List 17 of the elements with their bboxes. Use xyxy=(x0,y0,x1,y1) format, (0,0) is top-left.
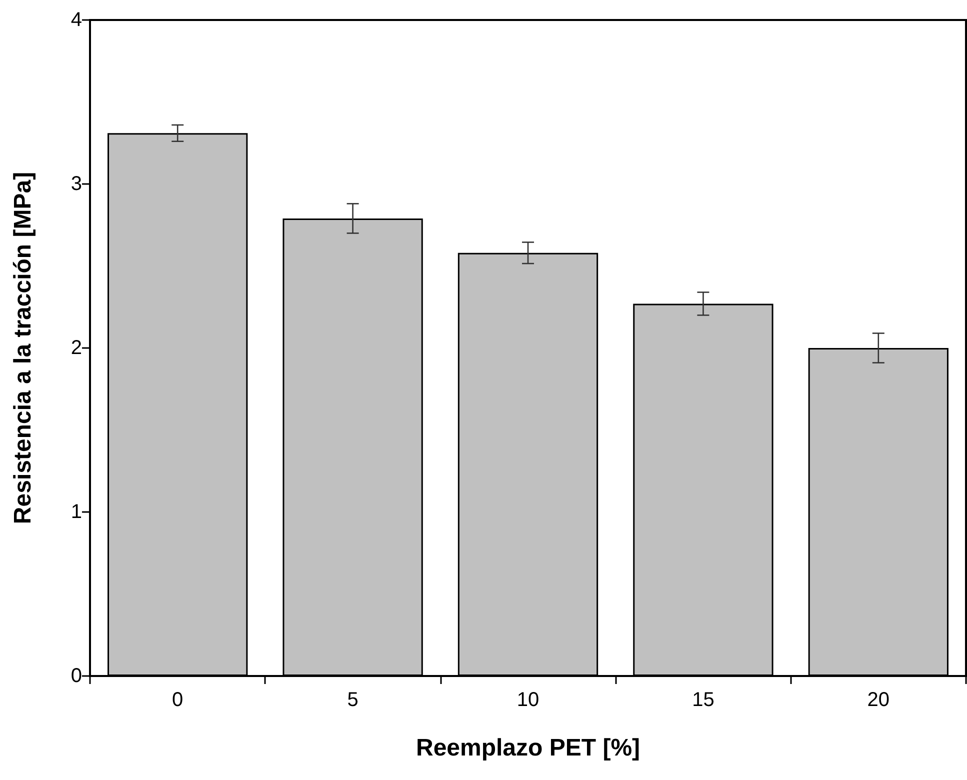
y-tick-label: 0 xyxy=(70,665,82,687)
y-tick-label: 3 xyxy=(70,173,82,195)
y-tick-label: 2 xyxy=(70,337,82,359)
x-tick-label: 20 xyxy=(867,689,890,711)
bar xyxy=(633,304,774,676)
x-tick-label: 15 xyxy=(692,689,714,711)
x-tick-label: 10 xyxy=(516,689,540,711)
y-axis-title: Resistencia a la tracción [MPa] xyxy=(10,172,36,524)
y-tick-label: 1 xyxy=(70,501,82,523)
x-tick-label: 0 xyxy=(172,689,184,711)
bar xyxy=(808,348,948,676)
bar xyxy=(282,218,423,676)
x-tick-label: 5 xyxy=(347,689,358,711)
x-axis-title: Reemplazo PET [%] xyxy=(416,734,640,762)
y-tick-label: 4 xyxy=(70,9,82,31)
bar xyxy=(458,252,598,676)
bar xyxy=(108,133,248,676)
